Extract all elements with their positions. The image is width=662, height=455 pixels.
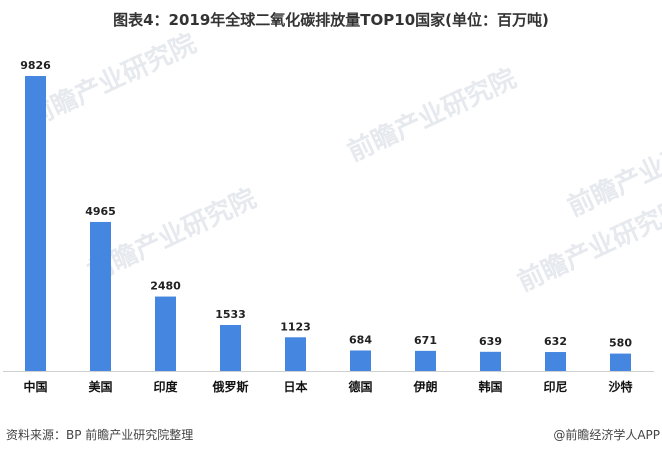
bar <box>285 337 306 371</box>
x-tick-label: 印尼 <box>543 380 567 394</box>
credit-note: @前瞻经济学人APP <box>553 428 660 442</box>
data-label: 639 <box>479 335 502 348</box>
bar <box>90 221 111 371</box>
source-note: 资料来源：BP 前瞻产业研究院整理 <box>6 428 194 442</box>
bar <box>155 296 176 371</box>
x-tick-label: 伊朗 <box>412 379 437 394</box>
data-label: 684 <box>349 333 372 346</box>
bar <box>415 350 436 371</box>
x-tick-label: 韩国 <box>478 379 502 394</box>
x-tick-label: 沙特 <box>608 379 632 394</box>
data-label: 2480 <box>150 280 181 293</box>
bar <box>545 352 566 371</box>
x-tick-label: 俄罗斯 <box>211 379 248 394</box>
data-label: 671 <box>414 334 437 347</box>
bar <box>220 324 241 371</box>
bar <box>25 76 46 371</box>
x-tick-label: 中国 <box>23 379 47 394</box>
bar <box>610 353 631 371</box>
bar <box>350 350 371 371</box>
chart-title: 图表4：2019年全球二氧化碳排放量TOP10国家(单位：百万吨) <box>113 11 549 29</box>
x-tick-label: 印度 <box>153 379 178 394</box>
data-label: 580 <box>609 337 632 350</box>
x-tick-label: 德国 <box>348 379 372 394</box>
x-tick-label: 美国 <box>88 379 112 394</box>
data-label: 632 <box>544 335 567 348</box>
x-tick-label: 日本 <box>283 379 307 394</box>
data-label: 1123 <box>280 320 311 333</box>
bar <box>480 351 501 371</box>
data-label: 9826 <box>20 59 51 72</box>
data-label: 1533 <box>215 308 246 321</box>
data-label: 4965 <box>85 205 116 218</box>
